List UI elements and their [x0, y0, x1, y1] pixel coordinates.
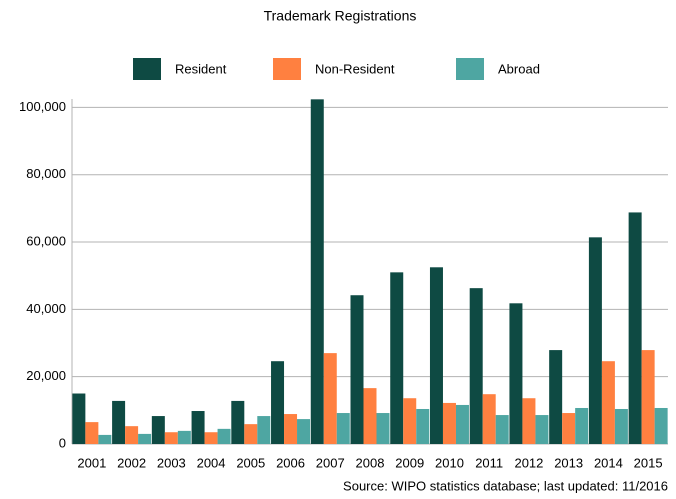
- bar: [151, 416, 165, 444]
- bar: [614, 408, 628, 444]
- bar: [390, 272, 404, 444]
- bar: [654, 407, 668, 444]
- bar: [164, 432, 178, 444]
- x-tick-label: 2011: [475, 455, 503, 470]
- bar: [98, 434, 112, 444]
- bar: [575, 407, 589, 444]
- x-tick-label: 2005: [236, 455, 265, 470]
- x-tick-label: 2015: [634, 455, 663, 470]
- bar: [562, 413, 576, 444]
- bar: [588, 237, 602, 444]
- bar: [323, 353, 337, 444]
- legend-label: Non-Resident: [315, 61, 395, 76]
- bar: [509, 303, 523, 444]
- x-tick-label: 2007: [316, 455, 345, 470]
- bar: [244, 424, 258, 444]
- bar: [112, 400, 126, 444]
- bar: [429, 267, 443, 444]
- source-note: Source: WIPO statistics database; last u…: [343, 478, 668, 493]
- bar: [125, 426, 139, 444]
- bar: [641, 350, 655, 444]
- bar: [310, 99, 324, 445]
- chart-title: Trademark Registrations: [264, 8, 417, 24]
- x-tick-label: 2006: [276, 455, 305, 470]
- x-tick-label: 2003: [157, 455, 186, 470]
- x-tick-label: 2002: [117, 455, 146, 470]
- bar: [495, 415, 509, 444]
- bar: [469, 288, 483, 444]
- bar: [376, 413, 390, 444]
- x-tick-label: 2009: [395, 455, 424, 470]
- bar: [191, 411, 205, 444]
- bar: [455, 404, 469, 444]
- legend-label: Resident: [175, 61, 227, 76]
- bar: [601, 361, 615, 444]
- bar: [442, 402, 456, 444]
- legend-label: Abroad: [498, 61, 540, 76]
- legend-swatch: [456, 58, 484, 80]
- x-tick-label: 2010: [435, 455, 464, 470]
- y-tick-label: 20,000: [26, 368, 66, 383]
- x-tick-label: 2001: [77, 455, 106, 470]
- y-tick-label: 100,000: [19, 99, 66, 114]
- x-tick-label: 2012: [514, 455, 543, 470]
- bar: [336, 413, 350, 444]
- bar: [217, 428, 231, 444]
- bar: [363, 388, 377, 444]
- legend-swatch: [273, 58, 301, 80]
- bar: [204, 432, 218, 444]
- bar: [416, 408, 430, 444]
- legend-swatch: [133, 58, 161, 80]
- y-tick-label: 60,000: [26, 233, 66, 248]
- bar: [138, 433, 152, 444]
- x-tick-label: 2008: [356, 455, 385, 470]
- bar: [271, 361, 285, 444]
- bar: [231, 400, 245, 444]
- x-tick-label: 2004: [197, 455, 226, 470]
- bar: [284, 414, 298, 444]
- y-tick-label: 40,000: [26, 301, 66, 316]
- x-tick-label: 2014: [594, 455, 623, 470]
- bar: [628, 212, 642, 444]
- bar: [297, 419, 311, 444]
- bar: [85, 422, 99, 444]
- bar: [535, 415, 549, 444]
- bar: [72, 393, 86, 444]
- y-tick-label: 0: [59, 435, 66, 450]
- bar: [549, 350, 563, 444]
- bar: [257, 416, 271, 444]
- bar: [522, 398, 536, 444]
- bar: [177, 430, 191, 444]
- bar: [350, 295, 364, 444]
- bar: [482, 394, 496, 444]
- x-tick-label: 2013: [554, 455, 583, 470]
- bar: [403, 398, 417, 444]
- y-tick-label: 80,000: [26, 166, 66, 181]
